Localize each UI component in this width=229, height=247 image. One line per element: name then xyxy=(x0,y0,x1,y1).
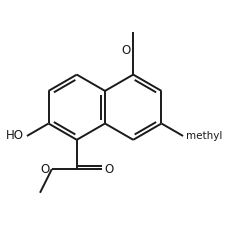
Text: HO: HO xyxy=(6,129,24,143)
Text: O: O xyxy=(122,44,131,57)
Text: methyl: methyl xyxy=(186,131,222,141)
Text: O: O xyxy=(104,163,113,176)
Text: O: O xyxy=(40,163,49,176)
